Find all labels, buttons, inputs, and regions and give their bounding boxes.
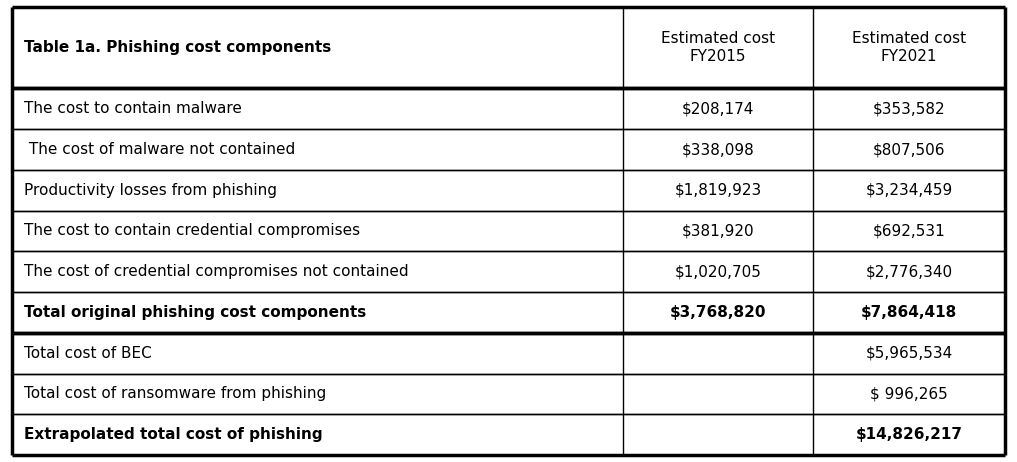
Text: Extrapolated total cost of phishing: Extrapolated total cost of phishing — [24, 427, 322, 442]
Text: Total original phishing cost components: Total original phishing cost components — [24, 305, 366, 320]
Text: Total cost of ransomware from phishing: Total cost of ransomware from phishing — [24, 386, 326, 401]
Text: $338,098: $338,098 — [681, 142, 755, 157]
Text: $1,020,705: $1,020,705 — [674, 264, 762, 279]
Text: $7,864,418: $7,864,418 — [860, 305, 957, 320]
Text: The cost of malware not contained: The cost of malware not contained — [24, 142, 295, 157]
Text: Productivity losses from phishing: Productivity losses from phishing — [24, 183, 277, 198]
Text: $2,776,340: $2,776,340 — [865, 264, 953, 279]
Text: $208,174: $208,174 — [681, 101, 755, 116]
Text: $353,582: $353,582 — [873, 101, 946, 116]
Text: $1,819,923: $1,819,923 — [674, 183, 762, 198]
Text: $692,531: $692,531 — [873, 224, 946, 238]
Text: $381,920: $381,920 — [681, 224, 755, 238]
Text: Total cost of BEC: Total cost of BEC — [24, 346, 152, 361]
Text: The cost to contain credential compromises: The cost to contain credential compromis… — [24, 224, 360, 238]
Text: The cost of credential compromises not contained: The cost of credential compromises not c… — [24, 264, 409, 279]
Text: The cost to contain malware: The cost to contain malware — [24, 101, 242, 116]
Text: $5,965,534: $5,965,534 — [865, 346, 953, 361]
Text: $3,234,459: $3,234,459 — [865, 183, 953, 198]
Text: Estimated cost
FY2015: Estimated cost FY2015 — [661, 31, 775, 64]
Text: $ 996,265: $ 996,265 — [871, 386, 948, 401]
Text: Table 1a. Phishing cost components: Table 1a. Phishing cost components — [24, 40, 332, 55]
Text: $807,506: $807,506 — [873, 142, 945, 157]
Text: $3,768,820: $3,768,820 — [669, 305, 766, 320]
Text: Estimated cost
FY2021: Estimated cost FY2021 — [852, 31, 966, 64]
Text: $14,826,217: $14,826,217 — [855, 427, 962, 442]
